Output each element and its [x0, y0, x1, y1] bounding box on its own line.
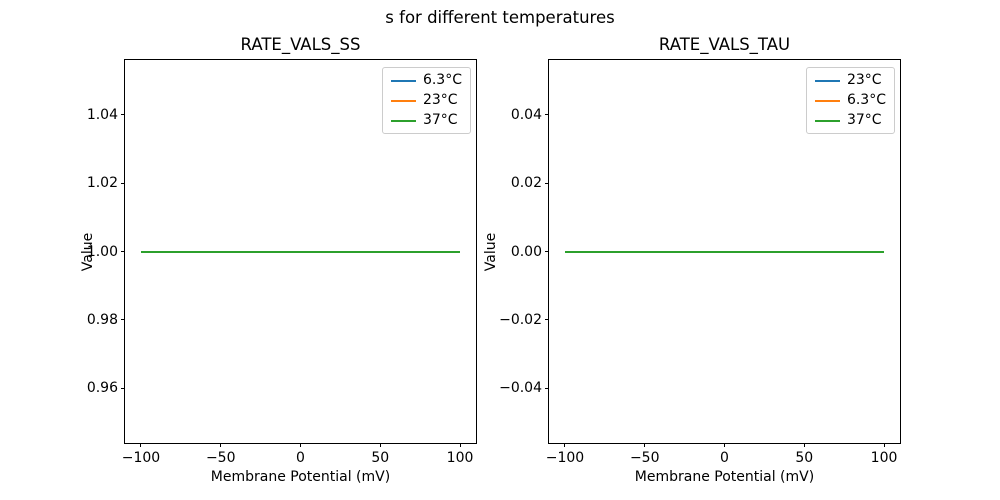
legend-label: 23°C — [422, 92, 458, 109]
legend-label: 37°C — [846, 112, 882, 129]
legend-item: 37°C — [814, 112, 886, 129]
x-axis-label: Membrane Potential (mV) — [634, 469, 815, 485]
y-tick-label: 1.00 — [86, 243, 118, 260]
x-tick-mark — [724, 443, 725, 447]
legend-line-swatch — [814, 79, 840, 82]
y-tick-mark — [121, 251, 125, 252]
legend-item: 23°C — [390, 92, 462, 109]
y-tick-label: 1.04 — [86, 106, 118, 123]
y-tick-mark — [545, 251, 549, 252]
x-tick-label: 100 — [446, 450, 474, 466]
figure-title: s for different temperatures — [385, 8, 615, 27]
y-tick-label: 0.96 — [86, 380, 118, 397]
legend-line-swatch — [390, 119, 416, 122]
x-tick-label: 50 — [371, 450, 390, 466]
legend-label: 6.3°C — [846, 92, 886, 109]
y-tick-label: −0.04 — [499, 380, 542, 397]
y-tick-label: 1.02 — [86, 175, 118, 192]
legend-label: 6.3°C — [422, 72, 462, 89]
x-tick-label: 0 — [296, 450, 305, 466]
y-tick-mark — [545, 182, 549, 184]
y-tick-label: 0.02 — [510, 175, 542, 192]
legend-item: 37°C — [390, 112, 462, 129]
subplot-rate-vals-tau: RATE_VALS_TAU −100 −50 0 50 100 0.04 0.02 0.00 −0… — [483, 35, 901, 485]
legend-item: 6.3°C — [814, 92, 886, 109]
data-line — [564, 250, 885, 253]
legend-label: 23°C — [846, 72, 882, 89]
y-tick-mark — [545, 319, 549, 321]
y-tick-label: −0.02 — [499, 311, 542, 328]
y-tick-mark — [121, 182, 125, 184]
y-tick-mark — [121, 114, 125, 116]
data-line — [140, 250, 461, 253]
x-tick-label: −50 — [629, 450, 660, 466]
y-tick-label: 0.00 — [510, 243, 542, 260]
x-tick-label: −50 — [205, 450, 236, 466]
legend-line-swatch — [390, 99, 416, 102]
x-tick-mark — [644, 443, 646, 447]
x-tick-mark — [379, 443, 381, 447]
x-tick-label: −100 — [121, 450, 161, 466]
x-tick-mark — [564, 443, 566, 447]
legend-item: 23°C — [814, 72, 886, 89]
subplot-title: RATE_VALS_TAU — [658, 35, 791, 54]
x-tick-label: 50 — [795, 450, 814, 466]
legend-label: 37°C — [422, 112, 458, 129]
x-tick-mark — [459, 443, 461, 447]
legend: 23°C 6.3°C 37°C — [805, 67, 895, 134]
plot-area: RATE_VALS_SS −100 −50 0 50 100 1.04 1.02 1.00 0.9… — [80, 35, 477, 485]
x-tick-label: 100 — [870, 450, 898, 466]
x-tick-label: 0 — [720, 450, 729, 466]
subplot-rate-vals-ss: RATE_VALS_SS −100 −50 0 50 100 1.04 1.02 1.00 0.9… — [80, 35, 477, 485]
y-tick-mark — [121, 387, 125, 389]
y-tick-mark — [121, 319, 125, 321]
legend-line-swatch — [814, 119, 840, 122]
y-tick-label: 0.98 — [86, 311, 118, 328]
y-axis-label: Value — [483, 232, 499, 271]
plot-area: RATE_VALS_TAU −100 −50 0 50 100 0.04 0.02 0.00 −0… — [483, 35, 901, 485]
legend: 6.3°C 23°C 37°C — [381, 67, 471, 134]
x-tick-mark — [883, 443, 885, 447]
x-tick-label: −100 — [545, 450, 585, 466]
y-tick-label: 0.04 — [510, 106, 542, 123]
legend-line-swatch — [814, 99, 840, 102]
x-tick-mark — [300, 443, 301, 447]
x-tick-mark — [140, 443, 142, 447]
x-axis-label: Membrane Potential (mV) — [210, 469, 391, 485]
y-axis-label: Value — [80, 232, 96, 271]
subplot-title: RATE_VALS_SS — [240, 35, 361, 54]
x-tick-mark — [220, 443, 222, 447]
x-tick-mark — [803, 443, 805, 447]
y-tick-mark — [545, 114, 549, 116]
y-tick-mark — [545, 387, 549, 389]
legend-item: 6.3°C — [390, 72, 462, 89]
legend-line-swatch — [390, 79, 416, 82]
